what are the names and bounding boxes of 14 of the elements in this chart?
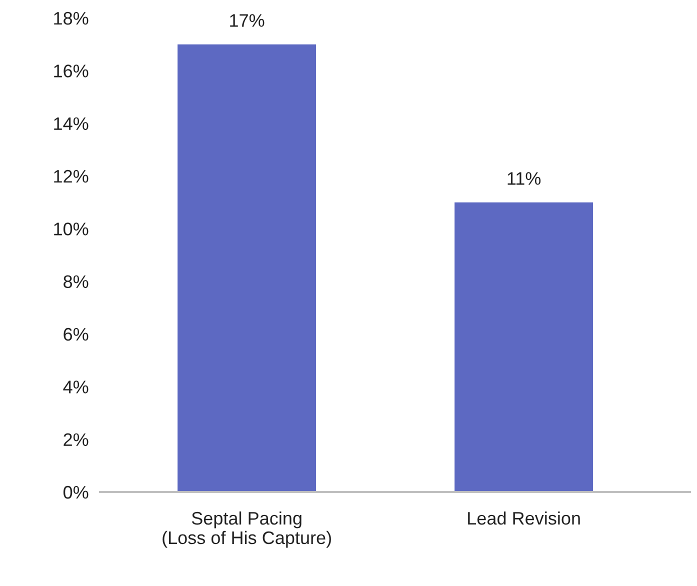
data-label: 17% xyxy=(230,14,264,27)
y-tick-label: 8% xyxy=(64,275,88,288)
x-tick-label: Septal Pacing (Loss of His Capture) xyxy=(162,511,331,548)
y-tick-label: 10% xyxy=(54,222,88,236)
data-label: 11% xyxy=(508,172,541,185)
y-tick-label: 6% xyxy=(64,328,88,341)
y-tick-label: 14% xyxy=(54,117,88,130)
y-tick-label: 18% xyxy=(54,12,88,25)
y-tick-label: 2% xyxy=(64,433,88,446)
y-tick-label: 12% xyxy=(54,170,88,183)
y-tick-label: 16% xyxy=(54,64,88,78)
y-tick-label: 0% xyxy=(64,486,88,499)
y-tick-label: 4% xyxy=(63,380,88,394)
x-tick-label: Lead Revision xyxy=(468,511,580,525)
